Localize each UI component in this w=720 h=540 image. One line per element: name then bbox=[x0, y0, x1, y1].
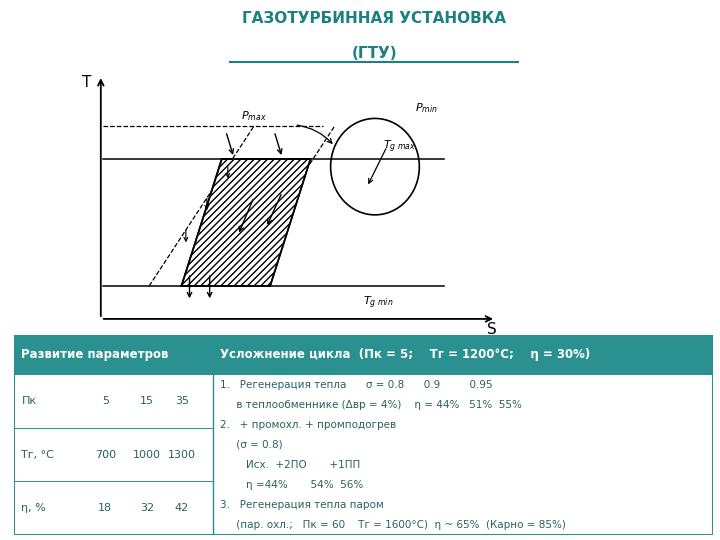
Text: 18: 18 bbox=[98, 503, 112, 513]
Text: (ГТУ): (ГТУ) bbox=[351, 45, 397, 60]
Text: $T_{g\ max}$: $T_{g\ max}$ bbox=[383, 139, 416, 155]
Text: 1300: 1300 bbox=[168, 450, 196, 460]
Polygon shape bbox=[181, 159, 310, 286]
Text: 5: 5 bbox=[102, 396, 109, 407]
Text: (пар. охл.;   Πк = 60    Tг = 1600°C)  η ~ 65%  (Карно = 85%): (пар. охл.; Πк = 60 Tг = 1600°C) η ~ 65%… bbox=[220, 519, 567, 530]
Text: $P_{min}$: $P_{min}$ bbox=[415, 101, 438, 114]
Text: ГАЗОТУРБИННАЯ УСТАНОВКА: ГАЗОТУРБИННАЯ УСТАНОВКА bbox=[243, 10, 506, 25]
Text: 3.   Регенерация тепла паром: 3. Регенерация тепла паром bbox=[220, 500, 384, 510]
Text: в теплообменнике (Δвр = 4%)    η = 44%   51%  55%: в теплообменнике (Δвр = 4%) η = 44% 51% … bbox=[220, 400, 522, 410]
Text: Tг, °C: Tг, °C bbox=[22, 450, 54, 460]
Text: Πк: Πк bbox=[22, 396, 37, 407]
Text: 700: 700 bbox=[94, 450, 116, 460]
Text: Усложнение цикла  (Πк = 5;    Tг = 1200°C;    η = 30%): Усложнение цикла (Πк = 5; Tг = 1200°C; η… bbox=[220, 348, 590, 361]
Text: S: S bbox=[487, 322, 497, 336]
Bar bbox=[14, 335, 713, 375]
Text: 2.   + промохл. + промподогрев: 2. + промохл. + промподогрев bbox=[220, 420, 397, 430]
Text: 32: 32 bbox=[140, 503, 154, 513]
Text: 42: 42 bbox=[175, 503, 189, 513]
Text: η =44%       54%  56%: η =44% 54% 56% bbox=[220, 480, 364, 490]
Text: Развитие параметров: Развитие параметров bbox=[22, 348, 168, 361]
Text: 1000: 1000 bbox=[133, 450, 161, 460]
Text: $P_{max}$: $P_{max}$ bbox=[241, 110, 267, 124]
Text: Исх.  +2ПО       +1ПП: Исх. +2ПО +1ПП bbox=[220, 460, 361, 470]
Text: η, %: η, % bbox=[22, 503, 46, 513]
Text: 1.   Регенерация тепла      σ = 0.8      0.9         0.95: 1. Регенерация тепла σ = 0.8 0.9 0.95 bbox=[220, 380, 493, 390]
Text: T: T bbox=[82, 76, 91, 90]
Text: 35: 35 bbox=[175, 396, 189, 407]
Text: $T_{g\ min}$: $T_{g\ min}$ bbox=[363, 295, 393, 311]
Text: 15: 15 bbox=[140, 396, 154, 407]
Text: (σ = 0.8): (σ = 0.8) bbox=[220, 440, 283, 450]
